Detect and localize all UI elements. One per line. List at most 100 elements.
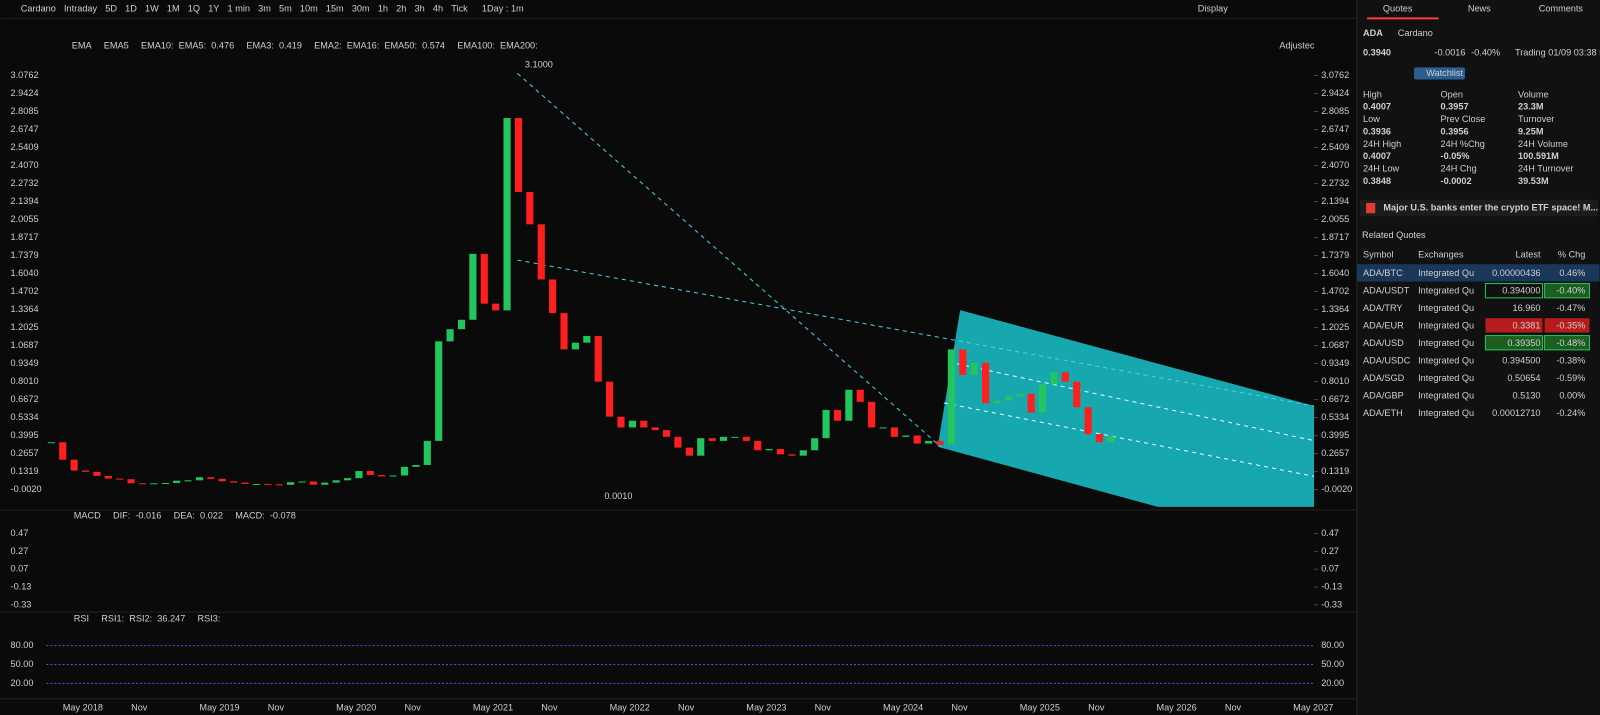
period-button[interactable]: 15m: [326, 4, 344, 14]
quote-cell: -0.24%: [1556, 408, 1585, 418]
tab[interactable]: News: [1468, 4, 1491, 14]
news-bar[interactable]: [1359, 199, 1598, 217]
legend-item[interactable]: RSI1:: [101, 614, 124, 624]
candle: [59, 442, 67, 460]
legend-item[interactable]: EMA10:: [141, 40, 174, 50]
quote-cell[interactable]: ADA/ETH: [1363, 408, 1403, 418]
candle: [537, 224, 545, 280]
legend-item[interactable]: RSI2:: [129, 614, 152, 624]
period-button[interactable]: 2h: [396, 4, 406, 14]
legend-item[interactable]: EMA200:: [500, 40, 538, 50]
candle: [264, 483, 272, 485]
legend-item[interactable]: RSI3:: [198, 614, 221, 624]
quote-cell: Integrated Qu: [1418, 355, 1474, 365]
quote-cell[interactable]: ADA/TRY: [1363, 303, 1403, 313]
period-button[interactable]: 3m: [258, 4, 271, 14]
quote-cell: Integrated Qu: [1418, 338, 1474, 348]
candle: [275, 484, 283, 486]
period-button[interactable]: 1Y: [208, 4, 219, 14]
tab[interactable]: Quotes: [1383, 4, 1413, 14]
y-tick-label: 0.27: [1321, 546, 1339, 556]
y-tick-label: 0.5334: [1321, 412, 1349, 422]
period-button[interactable]: Intraday: [64, 4, 98, 14]
candle: [184, 480, 192, 482]
tab[interactable]: Comments: [1539, 4, 1584, 14]
news-headline[interactable]: Major U.S. banks enter the crypto ETF sp…: [1383, 202, 1598, 212]
y-tick-label: -0.33: [1321, 599, 1342, 609]
period-button[interactable]: 5D: [105, 4, 117, 14]
side-panel: [1356, 0, 1600, 715]
legend-item[interactable]: 36.247: [157, 614, 185, 624]
watchlist[interactable]: Watchlist: [1426, 68, 1463, 78]
period-button[interactable]: 1M: [167, 4, 180, 14]
quote-cell[interactable]: ADA/BTC: [1363, 268, 1403, 278]
legend-item[interactable]: 0.574: [422, 40, 445, 50]
quote-cell: Integrated Qu: [1418, 408, 1474, 418]
period-button[interactable]: 5m: [279, 4, 292, 14]
y-tick-label: 2.1394: [11, 196, 39, 206]
y-tick-label: 0.47: [11, 528, 29, 538]
legend-item[interactable]: EMA5: [104, 40, 129, 50]
y-tick-label: 1.7379: [1321, 250, 1349, 260]
period-button[interactable]: 1W: [145, 4, 159, 14]
symbol[interactable]: Cardano: [21, 4, 56, 14]
channel-drawing[interactable]: [937, 310, 1315, 507]
quote-cell[interactable]: ADA/USD: [1363, 338, 1404, 348]
candle: [446, 329, 454, 342]
period-button[interactable]: 10m: [300, 4, 318, 14]
y-tick-label: -0.13: [1321, 581, 1342, 591]
candle: [1061, 372, 1069, 382]
stat-value: -0.0002: [1441, 176, 1472, 186]
y-tick-label: 1.2025: [1321, 322, 1349, 332]
display-menu[interactable]: Display: [1198, 4, 1228, 14]
legend-item[interactable]: -0.016: [135, 511, 161, 521]
quote-cell[interactable]: ADA/USDT: [1363, 285, 1410, 295]
stat-label: 24H Low: [1363, 164, 1400, 174]
legend-item[interactable]: MACD:: [235, 511, 265, 521]
column-header: Exchanges: [1418, 249, 1464, 259]
candle: [81, 470, 90, 472]
legend-item[interactable]: DIF:: [113, 511, 130, 521]
y-tick-label: 0.8010: [11, 376, 39, 386]
legend-item[interactable]: MACD: [74, 511, 101, 521]
legend-item[interactable]: EMA2:: [314, 40, 341, 50]
period-button[interactable]: 1Q: [188, 4, 200, 14]
annotation: 3.1000: [525, 60, 553, 70]
legend-item[interactable]: EMA16:: [347, 40, 380, 50]
y-tick-label: 0.47: [1321, 528, 1339, 538]
legend-item[interactable]: EMA: [72, 40, 93, 50]
quote-cell[interactable]: ADA/SGD: [1363, 373, 1405, 383]
candle: [218, 478, 226, 482]
candle: [423, 440, 431, 465]
quote-cell: 0.3381: [1512, 320, 1540, 330]
watchlist-button[interactable]: [1414, 67, 1466, 80]
adjust-menu[interactable]: Adjustec: [1279, 40, 1315, 50]
candle: [788, 454, 796, 456]
quote-cell[interactable]: ADA/USDC: [1363, 355, 1411, 365]
period-button[interactable]: Tick: [451, 4, 468, 14]
legend-item[interactable]: DEA:: [174, 511, 195, 521]
period-button[interactable]: 1D: [125, 4, 137, 14]
legend-item[interactable]: RSI: [74, 614, 89, 624]
legend-item[interactable]: EMA50:: [384, 40, 417, 50]
range-select[interactable]: 1Day : 1m: [482, 4, 524, 14]
legend-item[interactable]: EMA100:: [457, 40, 495, 50]
stat-value: 0.3957: [1441, 102, 1469, 112]
y-tick-label: 0.3995: [1321, 430, 1349, 440]
legend-item[interactable]: -0.078: [270, 511, 296, 521]
period-button[interactable]: 3h: [415, 4, 425, 14]
period-button[interactable]: 30m: [352, 4, 370, 14]
period-button[interactable]: 4h: [433, 4, 443, 14]
quote-cell[interactable]: ADA/EUR: [1363, 320, 1404, 330]
legend-item[interactable]: 0.419: [279, 40, 302, 50]
period-button[interactable]: 1h: [378, 4, 388, 14]
quote-cell[interactable]: ADA/GBP: [1363, 391, 1404, 401]
legend-item[interactable]: EMA5:: [179, 40, 206, 50]
quote-cell: Integrated Qu: [1418, 285, 1474, 295]
legend-item[interactable]: 0.476: [211, 40, 234, 50]
legend-item[interactable]: 0.022: [200, 511, 223, 521]
quote-cell: -0.47%: [1556, 303, 1585, 313]
period-button[interactable]: 1 min: [228, 4, 250, 14]
legend-item[interactable]: EMA3:: [246, 40, 273, 50]
candle: [412, 464, 420, 467]
